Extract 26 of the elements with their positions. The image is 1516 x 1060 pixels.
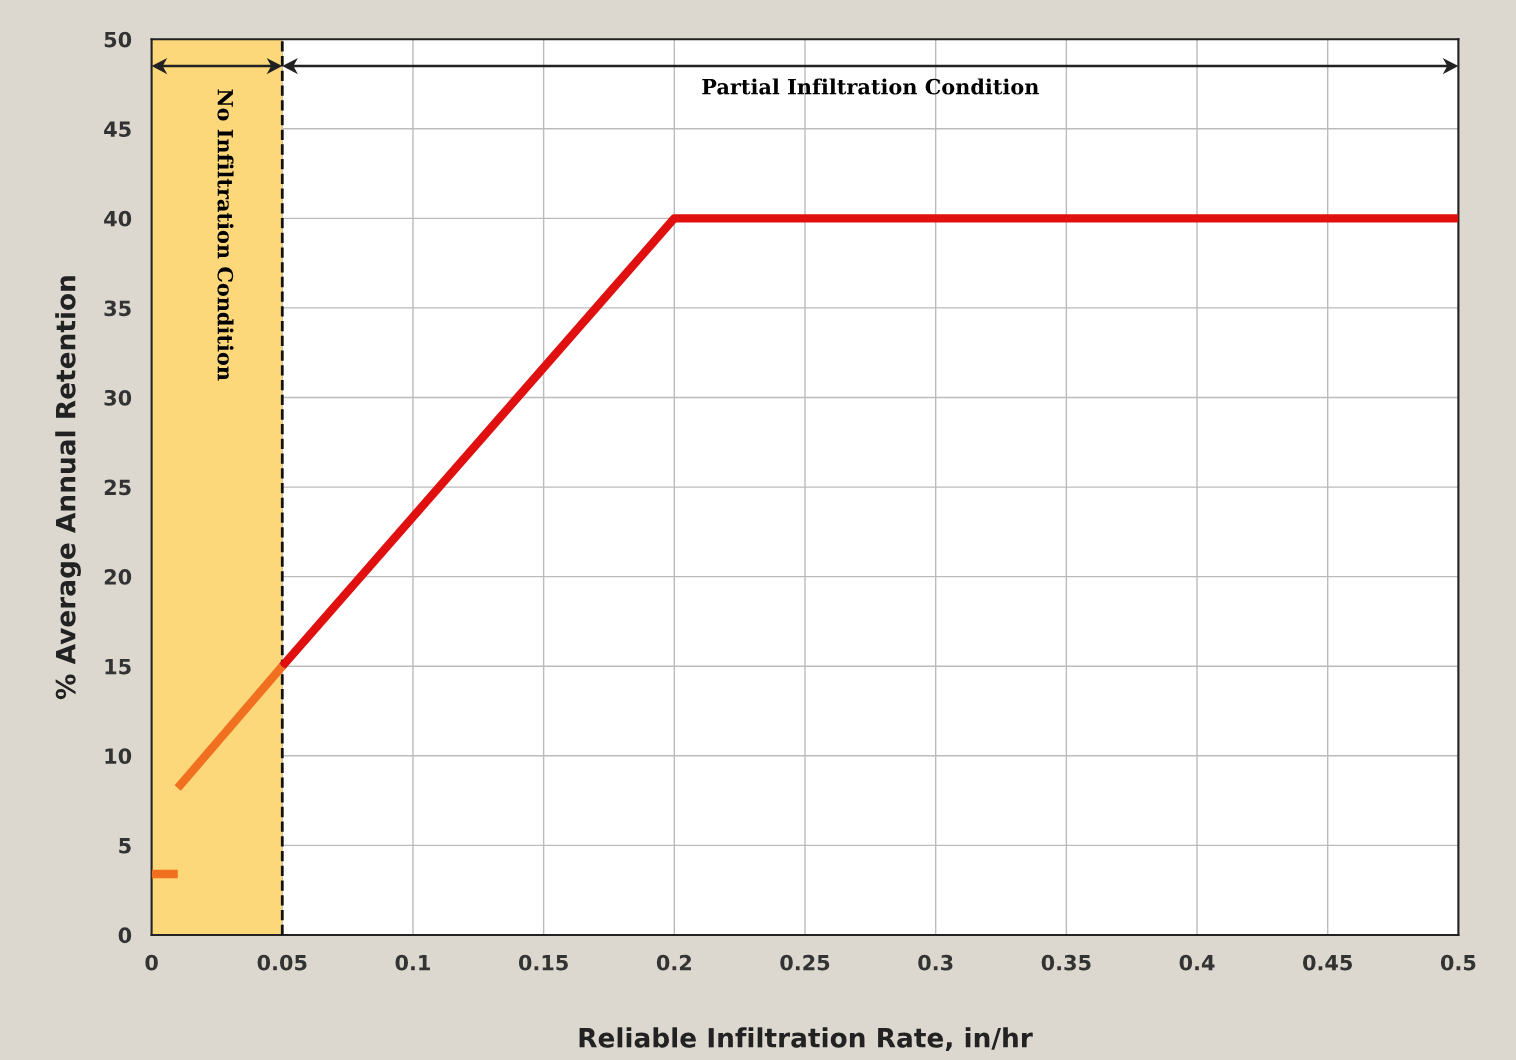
x-tick-label: 0.2	[656, 954, 691, 971]
x-tick-label: 0.35	[1041, 954, 1091, 971]
y-tick-label: 0	[118, 927, 132, 944]
x-tick-label: 0.05	[257, 954, 307, 971]
y-tick-label: 25	[104, 479, 131, 496]
x-tick-label: 0.3	[918, 954, 953, 971]
y-tick-label: 15	[105, 658, 131, 675]
band-label: No Infiltration Condition	[217, 89, 234, 381]
y-tick-label: 20	[104, 569, 132, 585]
x-tick-label: 0	[145, 954, 158, 971]
x-tick-label: 0.4	[1179, 954, 1215, 971]
y-tick-label: 45	[104, 121, 131, 137]
y-tick-label: 50	[104, 31, 132, 48]
y-axis-title: % Average Annual Retention	[55, 276, 81, 700]
x-tick-label: 0.15	[518, 954, 568, 971]
y-tick-label: 10	[105, 748, 132, 764]
x-tick-label: 0.45	[1303, 954, 1352, 971]
ref-line-label: Partial Infiltration Condition	[702, 78, 1039, 95]
y-tick-label: 5	[119, 838, 131, 854]
x-axis-title: Reliable Infiltration Rate, in/hr	[579, 1027, 1033, 1052]
x-tick-label: 0.5	[1440, 954, 1476, 971]
y-tick-label: 35	[104, 300, 131, 317]
y-tick-label: 40	[104, 210, 132, 227]
y-tick-label: 30	[104, 389, 132, 406]
x-tick-label: 0.1	[395, 954, 430, 971]
x-tick-label: 0.25	[780, 954, 830, 971]
